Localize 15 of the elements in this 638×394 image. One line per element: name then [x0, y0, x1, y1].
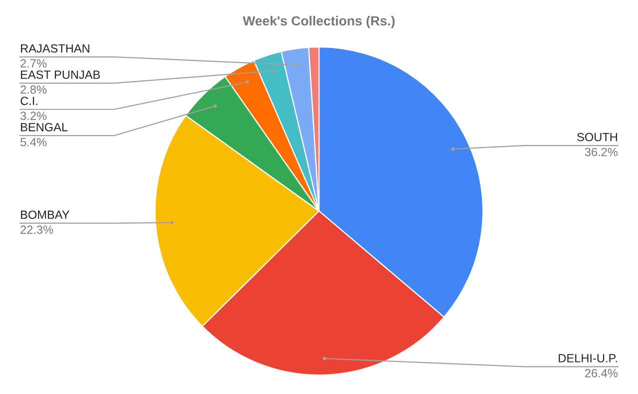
- data-label: 36.2%: [584, 148, 618, 156]
- slice-label: C.I.: [20, 96, 38, 106]
- data-label: 2.8%: [20, 85, 47, 94]
- data-label: 22.3%: [20, 226, 54, 234]
- data-label: 3.2%: [20, 112, 47, 120]
- slice-label: EAST PUNJAB: [20, 70, 100, 79]
- data-label: 26.4%: [585, 368, 618, 378]
- slice-label: BOMBAY: [20, 210, 70, 219]
- data-label: 5.4%: [20, 138, 47, 146]
- slice-label: BENGAL: [20, 122, 68, 132]
- slice-label: SOUTH: [577, 132, 618, 142]
- data-label: 2.7%: [20, 59, 47, 68]
- slice-label: DELHI-U.P.: [558, 354, 617, 362]
- chart-title: Week's Collections (Rs.): [242, 16, 395, 28]
- slice-label: RAJASTHAN: [20, 44, 90, 53]
